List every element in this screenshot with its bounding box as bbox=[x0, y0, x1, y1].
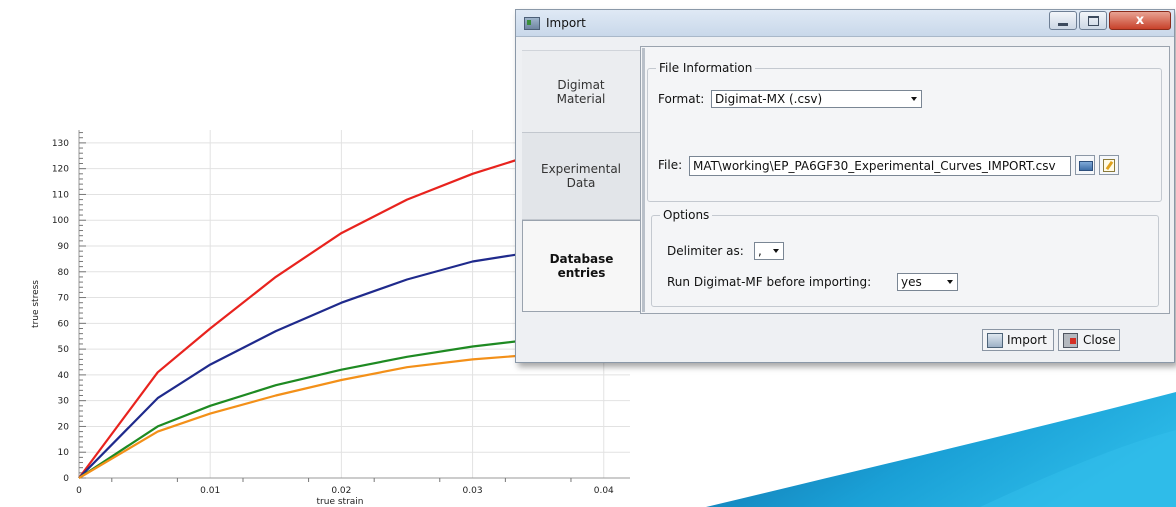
import-app-icon bbox=[524, 17, 540, 30]
y-tick-label: 90 bbox=[58, 242, 70, 252]
tab-label-line2: Material bbox=[556, 91, 606, 106]
y-tick-label: 130 bbox=[52, 139, 69, 149]
blue-swoosh-highlight bbox=[980, 430, 1176, 507]
y-tick-label: 40 bbox=[58, 371, 70, 381]
tab-label-line2: Data bbox=[566, 176, 596, 190]
browse-button[interactable] bbox=[1075, 155, 1095, 175]
edit-file-button[interactable] bbox=[1099, 155, 1119, 175]
run-mf-value: yes bbox=[901, 275, 922, 289]
run-mf-select[interactable]: yes bbox=[897, 273, 958, 291]
format-select[interactable]: Digimat-MX (.csv) bbox=[711, 90, 922, 108]
format-label: Format: bbox=[658, 92, 705, 106]
x-tick-label: 0.03 bbox=[463, 486, 483, 496]
x-tick-label: 0.02 bbox=[331, 486, 351, 496]
chevron-down-icon[interactable] bbox=[907, 91, 921, 107]
series-lines bbox=[78, 152, 539, 479]
x-tick-label: 0 bbox=[76, 486, 82, 496]
chevron-down-icon[interactable] bbox=[943, 274, 957, 290]
format-value: Digimat-MX (.csv) bbox=[715, 92, 823, 106]
maximize-button[interactable] bbox=[1079, 11, 1107, 30]
y-tick-label: 120 bbox=[52, 165, 69, 175]
y-tick-label: 0 bbox=[63, 474, 69, 484]
browse-folder-icon bbox=[1079, 161, 1093, 171]
import-icon bbox=[987, 333, 1003, 348]
y-tick-label: 70 bbox=[58, 294, 70, 304]
blue-swoosh bbox=[706, 392, 1176, 507]
tab-label-line1: Experimental bbox=[540, 162, 622, 176]
tab-digimat-material[interactable]: Digimat Material bbox=[522, 50, 640, 132]
series-line-1 bbox=[78, 152, 539, 479]
file-information-group: File Information bbox=[647, 61, 1162, 202]
close-button-label: Close bbox=[1083, 333, 1116, 347]
minimize-icon bbox=[1058, 23, 1068, 26]
tab-label-line1: Database bbox=[549, 252, 614, 266]
y-tick-label: 50 bbox=[58, 345, 70, 355]
close-button[interactable]: Close bbox=[1058, 329, 1120, 351]
tab-label-line1: Digimat bbox=[557, 77, 605, 92]
y-axis-title: true stress bbox=[31, 280, 41, 328]
delimiter-select[interactable]: , bbox=[754, 242, 784, 260]
run-mf-label: Run Digimat-MF before importing: bbox=[667, 275, 872, 289]
options-group: Options bbox=[651, 208, 1159, 307]
y-tick-label: 20 bbox=[58, 422, 70, 432]
delimiter-value: , bbox=[758, 244, 762, 258]
import-dialog: Import x Digimat Material Experimental D… bbox=[515, 9, 1175, 363]
file-information-title: File Information bbox=[656, 61, 756, 75]
x-tick-label: 0.01 bbox=[200, 486, 220, 496]
panel-ridge bbox=[642, 48, 645, 312]
y-tick-label: 110 bbox=[52, 190, 69, 200]
series-line-3 bbox=[78, 337, 539, 479]
file-label: File: bbox=[658, 158, 683, 172]
close-icon: x bbox=[1135, 13, 1145, 28]
axes bbox=[78, 130, 630, 482]
tick-labels: 0 0.01 0.02 0.03 0.04 0 10 20 30 40 50 60 70 80 90 100 1… bbox=[52, 139, 614, 496]
tab-database-entries[interactable]: Database entries bbox=[522, 220, 640, 312]
tab-label-line2: entries bbox=[557, 266, 606, 280]
x-axis-title: true strain bbox=[317, 497, 364, 507]
y-tick-label: 30 bbox=[58, 397, 70, 407]
import-button[interactable]: Import bbox=[982, 329, 1054, 351]
x-tick-label: 0.04 bbox=[594, 486, 614, 496]
edit-file-icon bbox=[1103, 159, 1115, 172]
delimiter-label: Delimiter as: bbox=[667, 244, 744, 258]
series-line-4 bbox=[78, 353, 539, 479]
tab-experimental-data[interactable]: Experimental Data bbox=[522, 132, 640, 220]
dialog-titlebar[interactable]: Import x bbox=[516, 10, 1174, 37]
window-close-button[interactable]: x bbox=[1109, 11, 1171, 30]
y-tick-label: 80 bbox=[58, 268, 70, 278]
dialog-title: Import bbox=[546, 16, 586, 30]
series-line-2 bbox=[78, 250, 539, 479]
y-tick-label: 10 bbox=[58, 448, 70, 458]
maximize-icon bbox=[1088, 16, 1099, 26]
options-title: Options bbox=[660, 208, 713, 222]
y-tick-label: 100 bbox=[52, 216, 69, 226]
file-path-input[interactable]: MAT\working\EP_PA6GF30_Experimental_Curv… bbox=[689, 156, 1071, 176]
import-button-label: Import bbox=[1007, 333, 1047, 347]
exit-icon bbox=[1063, 333, 1078, 348]
y-tick-label: 60 bbox=[58, 319, 70, 329]
minimize-button[interactable] bbox=[1049, 11, 1077, 30]
chevron-down-icon[interactable] bbox=[769, 243, 783, 259]
